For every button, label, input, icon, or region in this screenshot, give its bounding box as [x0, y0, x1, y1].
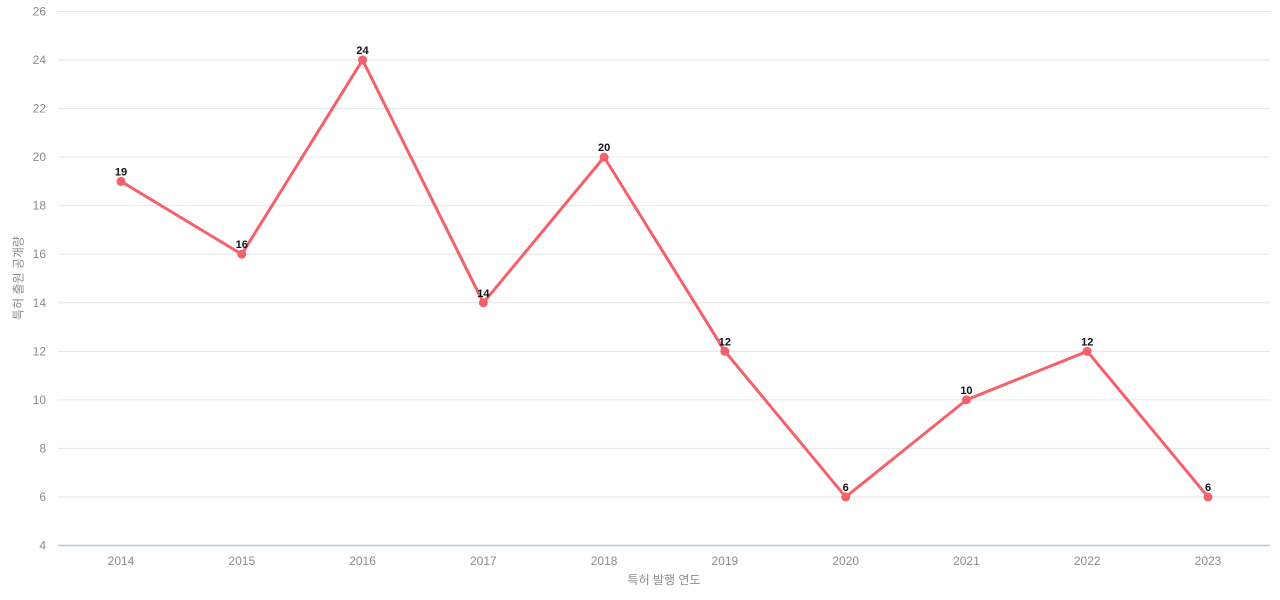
y-tick-label: 16: [33, 247, 47, 261]
series-line: [119, 58, 1210, 499]
data-label: 12: [719, 336, 731, 348]
x-tick-label: 2019: [712, 554, 739, 568]
y-tick-label: 12: [33, 344, 47, 358]
x-tick-label: 2023: [1195, 554, 1222, 568]
x-tick-label: 2018: [591, 554, 618, 568]
data-point[interactable]: [599, 152, 609, 162]
x-tick-label: 2020: [832, 554, 859, 568]
x-tick-label: 2015: [228, 554, 255, 568]
data-point[interactable]: [1082, 346, 1092, 356]
data-label: 14: [477, 288, 490, 300]
data-label: 12: [1081, 336, 1093, 348]
data-label: 24: [356, 45, 369, 57]
data-point[interactable]: [478, 298, 488, 308]
x-tick-label: 2021: [953, 554, 980, 568]
y-tick-label: 8: [39, 441, 46, 455]
y-tick-label: 14: [33, 296, 47, 310]
y-tick-label: 26: [33, 5, 47, 19]
y-tick-label: 10: [33, 393, 47, 407]
data-label: 6: [1205, 482, 1211, 494]
y-tick-label: 6: [39, 490, 46, 504]
x-tick-label: 2022: [1074, 554, 1101, 568]
data-point[interactable]: [1203, 492, 1213, 502]
data-point[interactable]: [116, 176, 126, 186]
data-label: 20: [598, 142, 610, 154]
y-tick-label: 20: [33, 150, 47, 164]
x-tick-label: 2016: [349, 554, 376, 568]
data-point[interactable]: [720, 346, 730, 356]
y-tick-label: 24: [33, 53, 47, 67]
data-point[interactable]: [237, 249, 247, 259]
x-tick-label: 2017: [470, 554, 497, 568]
data-point[interactable]: [841, 492, 851, 502]
data-label: 19: [115, 166, 127, 178]
y-tick-label: 18: [33, 199, 47, 213]
y-tick-label: 4: [39, 539, 46, 553]
data-point[interactable]: [961, 395, 971, 405]
data-point[interactable]: [358, 55, 368, 65]
y-tick-label: 22: [33, 102, 47, 116]
data-label: 6: [843, 482, 849, 494]
x-tick-label: 2014: [108, 554, 135, 568]
data-label: 16: [236, 239, 248, 251]
data-label: 10: [960, 385, 972, 397]
